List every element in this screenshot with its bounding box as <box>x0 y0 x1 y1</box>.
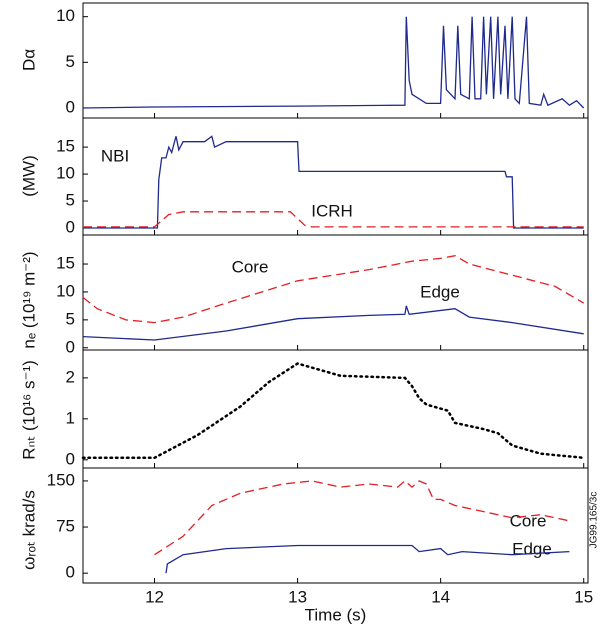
y-tick-label: 5 <box>66 191 75 210</box>
y-tick-label: 150 <box>47 470 75 489</box>
figure-id: JG99.165/3c <box>589 492 600 549</box>
x-axis-label: Time (s) <box>305 605 367 624</box>
y-axis-label: nₑ (10¹⁹ m⁻²) <box>19 251 38 348</box>
y-tick-label: 15 <box>56 254 75 273</box>
series-line <box>165 544 570 574</box>
y-tick-label: 10 <box>56 6 75 25</box>
y-tick-label: 10 <box>56 164 75 183</box>
y-tick-label: 1 <box>66 408 75 427</box>
y-tick-label: 2 <box>66 367 75 386</box>
series-line <box>82 255 585 324</box>
panel-frame <box>82 467 589 584</box>
y-tick-label: 10 <box>56 281 75 300</box>
y-tick-label: 75 <box>56 517 75 536</box>
series-line <box>154 480 570 556</box>
x-tick-label: 15 <box>574 587 593 606</box>
x-tick-label: 14 <box>431 587 450 606</box>
annotation: NBI <box>101 146 129 165</box>
y-axis-label: (MW) <box>19 155 38 197</box>
y-tick-label: 5 <box>66 309 75 328</box>
series-line <box>83 135 584 229</box>
annotation: ICRH <box>311 201 353 220</box>
y-tick-label: 0 <box>66 449 75 468</box>
y-tick-label: 0 <box>66 337 75 356</box>
series-line <box>81 362 585 460</box>
y-tick-label: 0 <box>66 563 75 582</box>
annotation: Core <box>232 257 269 276</box>
panel-frame <box>82 349 589 469</box>
annotation: Core <box>510 511 547 530</box>
series-line <box>82 305 584 341</box>
y-axis-label: ωᵣₒₜ krad/s <box>19 490 38 570</box>
annotation: Edge <box>512 539 552 558</box>
y-tick-label: 15 <box>56 137 75 156</box>
series-line <box>82 16 585 109</box>
y-tick-label: 0 <box>66 217 75 236</box>
y-tick-label: 0 <box>66 97 75 116</box>
y-tick-label: 5 <box>66 52 75 71</box>
y-axis-label: Dα <box>19 49 38 71</box>
x-tick-label: 13 <box>288 587 307 606</box>
panel-frame <box>82 234 589 351</box>
series-line <box>83 211 584 228</box>
annotation: Edge <box>420 282 460 301</box>
x-tick-label: 12 <box>145 587 164 606</box>
y-axis-label: Rₙₜ (10¹⁶ s⁻¹) <box>19 360 38 460</box>
